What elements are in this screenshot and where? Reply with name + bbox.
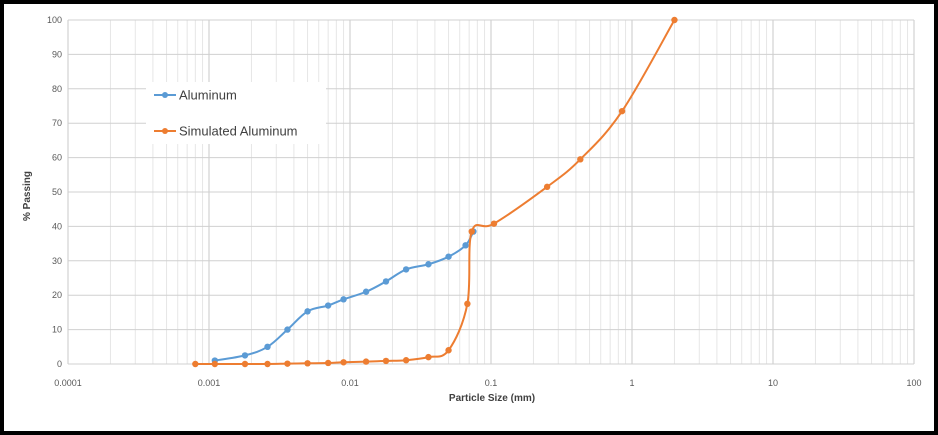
data-point-simulated-aluminum <box>402 357 410 364</box>
data-point-simulated-aluminum <box>340 359 347 366</box>
data-point-simulated-aluminum <box>264 360 271 368</box>
data-point-simulated-aluminum <box>192 360 199 368</box>
x-tick-label: 0.1 <box>485 378 498 388</box>
data-point-simulated-aluminum <box>211 360 219 368</box>
data-point-aluminum <box>264 343 271 350</box>
data-point-simulated-aluminum <box>577 156 584 163</box>
data-point-aluminum <box>241 352 249 359</box>
y-tick-label: 70 <box>52 118 62 128</box>
data-point-simulated-aluminum <box>445 347 452 354</box>
data-point-simulated-aluminum <box>543 183 551 191</box>
tick-labels: 0.0001 0.001 0.01 0.1 1 10 100 0 10 20 30 40 50 60 70 8… <box>47 15 922 388</box>
y-tick-label: 40 <box>52 221 62 231</box>
legend: Aluminum Simulated Aluminum <box>146 82 326 144</box>
y-tick-label: 90 <box>52 49 62 59</box>
data-point-simulated-aluminum <box>362 358 370 365</box>
x-tick-label: 10 <box>768 378 778 388</box>
y-tick-label: 50 <box>52 187 62 197</box>
data-point-simulated-aluminum <box>425 353 432 361</box>
data-point-simulated-aluminum <box>618 107 626 115</box>
chart-frame: 0.0001 0.001 0.01 0.1 1 10 100 0 10 20 30 40 50 60 70 8… <box>4 4 934 431</box>
data-point-aluminum <box>324 302 332 309</box>
x-tick-label: 0.0001 <box>54 378 82 388</box>
y-tick-label: 80 <box>52 84 62 94</box>
data-point-aluminum <box>425 261 432 268</box>
y-tick-label: 0 <box>57 359 62 369</box>
data-point-aluminum <box>304 308 311 315</box>
y-tick-label: 30 <box>52 256 62 266</box>
grid <box>67 19 915 365</box>
data-point-simulated-aluminum <box>382 357 390 365</box>
x-tick-label: 0.001 <box>198 378 221 388</box>
y-tick-label: 60 <box>52 153 62 163</box>
data-point-aluminum <box>284 326 291 333</box>
data-point-simulated-aluminum <box>304 360 311 367</box>
data-point-aluminum <box>362 288 370 295</box>
data-point-aluminum <box>340 296 347 303</box>
legend-marker-aluminum <box>162 92 168 98</box>
y-tick-label: 10 <box>52 325 62 335</box>
data-point-simulated-aluminum <box>284 360 291 367</box>
data-point-simulated-aluminum <box>464 300 471 307</box>
x-tick-label: 100 <box>906 378 921 388</box>
legend-label-simulated-aluminum: Simulated Aluminum <box>179 124 298 139</box>
legend-background <box>146 82 326 144</box>
x-tick-label: 1 <box>629 378 634 388</box>
data-point-aluminum <box>382 278 390 285</box>
data-point-simulated-aluminum <box>671 16 678 24</box>
data-point-simulated-aluminum <box>324 359 332 367</box>
y-tick-label: 100 <box>47 15 62 25</box>
series-simulated-aluminum <box>192 16 678 368</box>
data-point-aluminum <box>445 253 452 260</box>
y-tick-label: 20 <box>52 290 62 300</box>
legend-item-aluminum: Aluminum <box>154 88 237 103</box>
data-point-simulated-aluminum <box>490 220 498 227</box>
data-point-simulated-aluminum <box>468 228 475 235</box>
x-tick-label: 0.01 <box>341 378 359 388</box>
chart-svg: 0.0001 0.001 0.01 0.1 1 10 100 0 10 20 30 40 50 60 70 8… <box>22 15 922 404</box>
legend-marker-simulated-aluminum <box>162 128 168 134</box>
legend-item-simulated-aluminum: Simulated Aluminum <box>154 124 298 139</box>
data-point-aluminum <box>462 242 469 249</box>
legend-label-aluminum: Aluminum <box>179 88 237 103</box>
series-layer <box>192 16 678 368</box>
x-axis-label: Particle Size (mm) <box>449 393 535 404</box>
data-point-simulated-aluminum <box>241 360 249 368</box>
data-point-aluminum <box>402 266 410 273</box>
y-axis-label: % Passing <box>22 171 33 221</box>
